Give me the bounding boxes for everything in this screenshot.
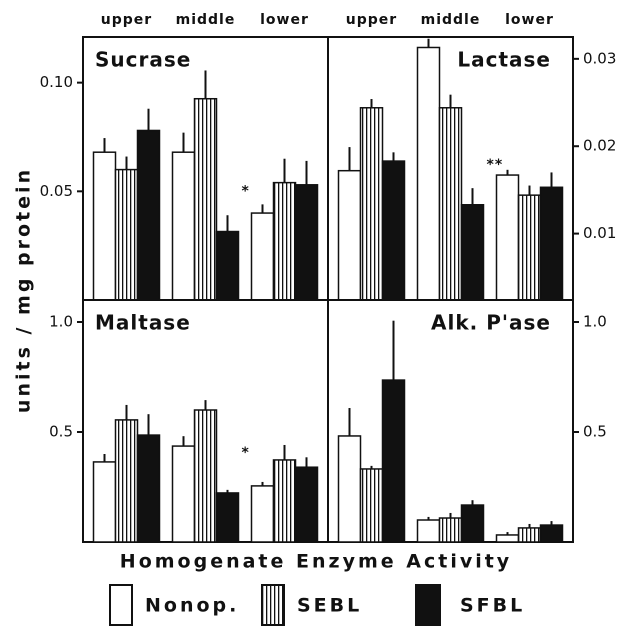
bar <box>416 519 441 543</box>
y-tick-label: 0.05 <box>40 182 73 200</box>
panel-title: Sucrase <box>95 48 191 72</box>
bar <box>294 466 319 543</box>
bar <box>416 46 441 301</box>
y-tick-label: 0.5 <box>49 423 73 441</box>
bar <box>171 151 196 301</box>
bar <box>495 174 520 301</box>
bar <box>250 485 275 543</box>
x-axis-label: Homogenate Enzyme Activity <box>120 551 512 573</box>
bar <box>215 492 240 543</box>
panel-title: Lactase <box>457 48 551 72</box>
bar <box>114 419 139 543</box>
bar <box>92 151 117 301</box>
bar <box>114 168 139 301</box>
bar <box>136 434 161 543</box>
bar <box>136 129 161 301</box>
bar <box>272 459 297 543</box>
y-tick-label: 0.5 <box>583 423 607 441</box>
bar <box>438 517 463 543</box>
x-category-label: middle <box>176 12 236 28</box>
y-tick-label: 0.03 <box>583 49 616 67</box>
bar <box>517 194 542 301</box>
x-category-label: lower <box>260 12 309 28</box>
y-tick-label: 0.01 <box>583 224 616 242</box>
bar <box>460 504 485 543</box>
bar <box>171 445 196 543</box>
bar <box>294 184 319 301</box>
x-category-label: middle <box>421 12 481 28</box>
bar <box>337 435 362 543</box>
x-category-label: upper <box>346 12 397 28</box>
bar <box>193 409 218 543</box>
annotation: * <box>242 445 250 461</box>
bar <box>517 527 542 543</box>
bar <box>495 534 520 543</box>
y-tick-label: 0.02 <box>583 137 616 155</box>
y-tick-label: 0.10 <box>40 73 73 91</box>
bar <box>250 212 275 301</box>
bar <box>92 461 117 543</box>
y-tick-label: 1.0 <box>583 313 607 331</box>
bar <box>539 524 564 543</box>
bar <box>381 160 406 301</box>
x-category-label: upper <box>101 12 152 28</box>
legend-label: SEBL <box>297 595 362 617</box>
bar <box>337 169 362 301</box>
annotation: * <box>242 184 250 200</box>
bar <box>359 107 384 301</box>
panel-title: Alk. P'ase <box>431 311 551 335</box>
y-tick-label: 1.0 <box>49 313 73 331</box>
bar <box>438 107 463 301</box>
bar <box>215 230 240 301</box>
annotation: ** <box>487 157 504 173</box>
legend-swatch <box>415 584 441 626</box>
bar <box>539 186 564 301</box>
panel-title: Maltase <box>95 311 191 335</box>
legend-swatch <box>261 584 285 626</box>
legend-swatch <box>109 584 133 626</box>
bar <box>193 97 218 301</box>
legend-label: SFBL <box>460 595 525 617</box>
bar <box>272 181 297 301</box>
bar <box>359 468 384 543</box>
legend-label: Nonop. <box>145 595 239 617</box>
x-category-label: lower <box>505 12 554 28</box>
legend: Nonop. SEBL SFBL <box>109 584 525 626</box>
y-axis-label: units / mg protein <box>13 167 35 413</box>
bar <box>460 204 485 301</box>
bar <box>381 379 406 543</box>
